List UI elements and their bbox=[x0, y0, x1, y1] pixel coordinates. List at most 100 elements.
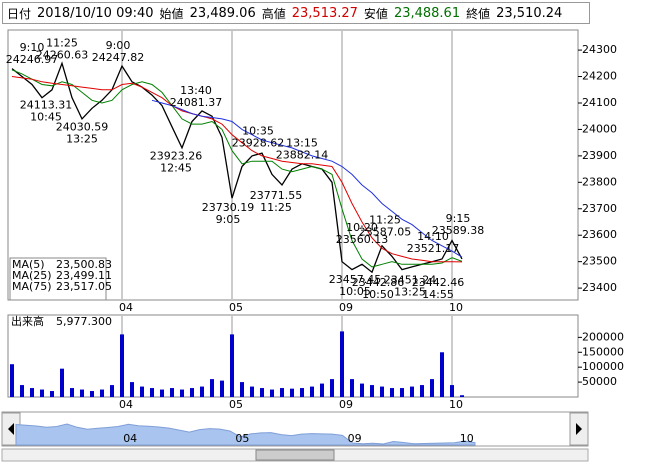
annotation-value: 24030.59 bbox=[56, 120, 109, 133]
legend-label: MA(25) bbox=[12, 269, 52, 282]
annotation-value: 24247.82 bbox=[92, 51, 145, 64]
volume-bar bbox=[200, 386, 204, 397]
annotation-value: 23560.13 bbox=[336, 233, 389, 246]
y-tick-label: 23600 bbox=[582, 228, 617, 241]
high-value: 23,513.27 bbox=[291, 5, 358, 21]
x-tick-label: 10 bbox=[449, 301, 463, 314]
volume-bar bbox=[140, 386, 144, 397]
y-tick-label: 150000 bbox=[582, 345, 624, 358]
volume-title: 出来高 bbox=[11, 314, 44, 328]
x-tick-label: 10 bbox=[449, 398, 463, 411]
volume-bar bbox=[300, 388, 304, 397]
low-value: 23,488.61 bbox=[393, 5, 461, 21]
date-label: 日付 bbox=[7, 6, 32, 21]
volume-bar bbox=[100, 389, 104, 397]
volume-bar bbox=[270, 389, 274, 397]
volume-bar bbox=[10, 364, 14, 397]
volume-bar bbox=[60, 368, 64, 397]
volume-bar bbox=[40, 389, 44, 397]
volume-bar bbox=[250, 386, 254, 397]
y-tick-label: 24100 bbox=[582, 96, 617, 109]
annotation-time: 14:55 bbox=[422, 288, 454, 301]
annotation-time: 13:40 bbox=[180, 84, 212, 97]
annotation-time: 12:45 bbox=[160, 162, 192, 175]
volume-bar bbox=[170, 388, 174, 397]
volume-bar bbox=[450, 385, 454, 397]
volume-bar bbox=[310, 386, 314, 397]
legend-label: MA(5) bbox=[12, 258, 45, 271]
volume-bar bbox=[120, 334, 124, 397]
volume-bar bbox=[320, 383, 324, 397]
volume-bar bbox=[370, 385, 374, 397]
volume-bar bbox=[240, 382, 244, 397]
navigator-tick-label: 04 bbox=[123, 432, 137, 445]
close-label: 終値 bbox=[466, 6, 491, 21]
volume-bar bbox=[160, 389, 164, 397]
annotation-time: 10:35 bbox=[242, 124, 274, 137]
y-tick-label: 200000 bbox=[582, 330, 624, 343]
y-tick-label: 24300 bbox=[582, 43, 617, 56]
annotation-value: 23451.24 bbox=[384, 274, 437, 287]
volume-bar bbox=[410, 386, 414, 397]
annotation-time: 10:50 bbox=[362, 288, 394, 301]
volume-bar bbox=[70, 388, 74, 397]
y-tick-label: 23400 bbox=[582, 281, 617, 294]
annotation-value: 23928.62 bbox=[232, 136, 285, 149]
annotation-value: 23587.05 bbox=[359, 226, 412, 239]
x-tick-label: 09 bbox=[339, 398, 353, 411]
price-line bbox=[11, 76, 463, 263]
low-label: 安値 bbox=[363, 6, 388, 21]
y-tick-label: 23900 bbox=[582, 149, 617, 162]
volume-bar bbox=[90, 391, 94, 397]
x-tick-label: 09 bbox=[339, 301, 353, 314]
volume-panel bbox=[7, 314, 579, 398]
date: 2018/10/10 09:40 bbox=[37, 5, 154, 21]
x-tick-label: 04 bbox=[119, 398, 133, 411]
annotation-value: 24246.97 bbox=[6, 53, 59, 66]
volume-bar bbox=[340, 331, 344, 397]
price-line bbox=[11, 69, 463, 268]
y-tick-label: 23800 bbox=[582, 175, 617, 188]
volume-bar bbox=[330, 379, 334, 397]
navigator-tick-label: 10 bbox=[460, 432, 474, 445]
volume-bar bbox=[420, 385, 424, 397]
volume-bar bbox=[30, 388, 34, 397]
annotation-time: 9:00 bbox=[106, 39, 131, 52]
navigator-tick-label: 05 bbox=[235, 432, 249, 445]
legend-value: 23,499.11 bbox=[56, 269, 112, 282]
x-tick-label: 04 bbox=[119, 301, 133, 314]
x-tick-label: 05 bbox=[229, 398, 243, 411]
header: 日付 2018/10/10 09:40 始値 23,489.06 高値 23,5… bbox=[2, 2, 590, 24]
annotation-value: 23882.14 bbox=[276, 149, 329, 162]
annotation-time: 13:25 bbox=[394, 286, 426, 299]
y-tick-label: 24000 bbox=[582, 122, 617, 135]
volume-bar bbox=[400, 388, 404, 397]
annotation-value: 23442.46 bbox=[412, 276, 465, 289]
annotation-time: 9:15 bbox=[446, 212, 471, 225]
volume-bar bbox=[190, 388, 194, 397]
open-value: 23,489.06 bbox=[189, 5, 256, 21]
annotation-value: 23923.26 bbox=[150, 150, 203, 163]
volume-bar bbox=[80, 389, 84, 397]
volume-current: 5,977.300 bbox=[56, 315, 112, 328]
annotation-value: 24113.31 bbox=[20, 98, 73, 111]
y-tick-label: 24200 bbox=[582, 70, 617, 83]
annotation-time: 11:25 bbox=[46, 37, 78, 50]
volume-bar bbox=[50, 391, 54, 397]
y-tick-label: 23700 bbox=[582, 202, 617, 215]
volume-bar bbox=[380, 386, 384, 397]
annotation-time: 9:05 bbox=[216, 213, 241, 226]
volume-bar bbox=[430, 379, 434, 397]
volume-bar bbox=[390, 388, 394, 397]
volume-bar bbox=[230, 334, 234, 397]
y-tick-label: 100000 bbox=[582, 360, 624, 373]
legend-label: MA(75) bbox=[12, 280, 52, 293]
annotation-time: 14:10 bbox=[417, 230, 449, 243]
annotation-value: 24260.63 bbox=[36, 49, 89, 62]
open-label: 始値 bbox=[159, 6, 184, 21]
annotation-time: 13:25 bbox=[66, 132, 98, 145]
scroll-thumb[interactable] bbox=[255, 449, 335, 461]
volume-bar bbox=[290, 388, 294, 397]
annotation-time: 10:45 bbox=[30, 110, 62, 123]
